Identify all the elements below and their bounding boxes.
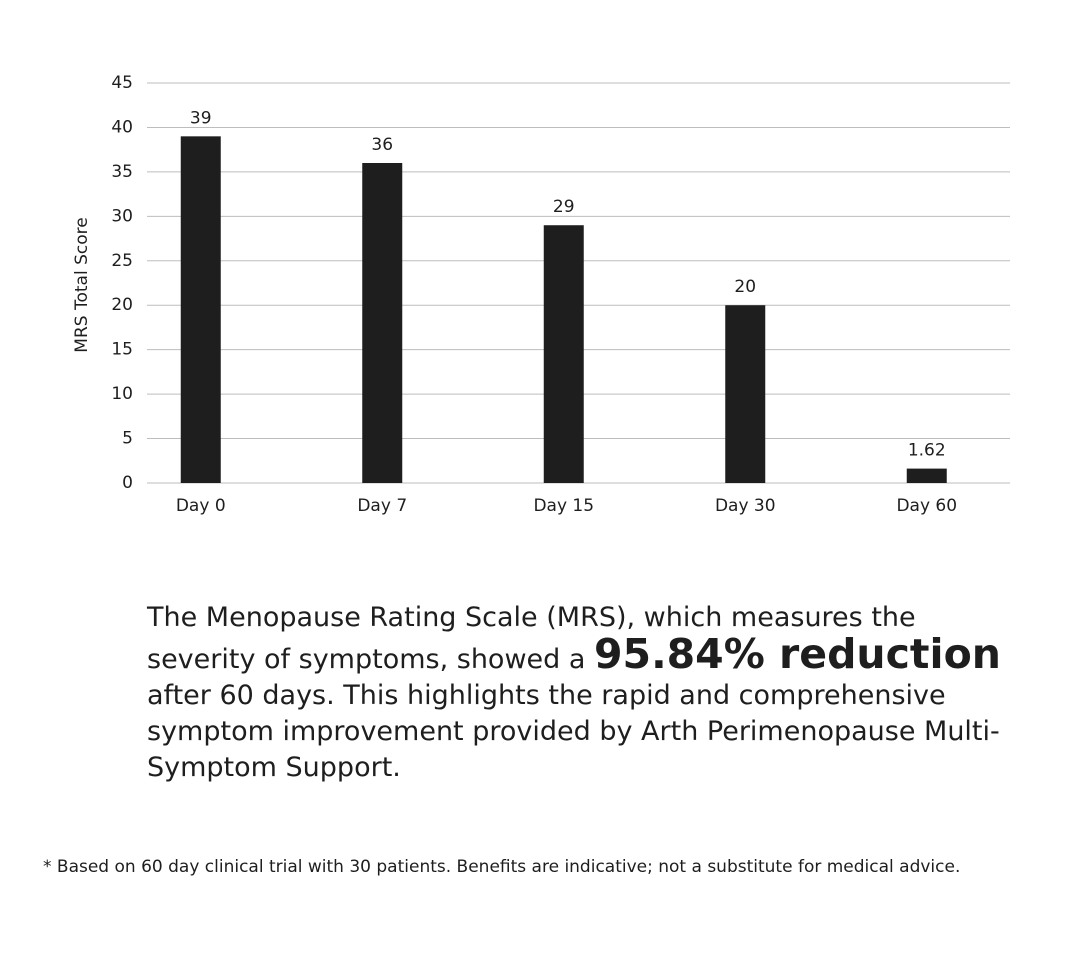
- y-tick-label: 10: [111, 384, 133, 404]
- y-tick-label: 20: [111, 295, 133, 315]
- bar: [180, 136, 221, 484]
- x-tick-label: Day 7: [357, 496, 407, 516]
- y-tick-label: 45: [111, 73, 133, 93]
- footnote: * Based on 60 day clinical trial with 30…: [43, 857, 961, 877]
- data-label: 20: [734, 277, 756, 297]
- y-tick-label: 25: [111, 251, 133, 271]
- bar: [906, 468, 947, 483]
- summary-text: after 60 days. This highlights the rapid…: [147, 680, 1000, 783]
- summary: The Menopause Rating Scale (MRS), which …: [147, 600, 1032, 786]
- bar: [543, 225, 584, 483]
- data-label: 1.62: [908, 441, 946, 461]
- x-tick-label: Day 30: [715, 496, 776, 516]
- x-tick-label: Day 15: [533, 496, 594, 516]
- y-axis-label: MRS Total Score: [72, 217, 92, 352]
- y-tick-label: 40: [111, 117, 133, 137]
- data-label: 36: [371, 135, 393, 155]
- chart: MRS Total Score 0 5 10 15 20 25 30 35 40 45 Day 0 3…: [72, 73, 1010, 516]
- summary-highlight: 95.84% reduction: [594, 630, 1001, 678]
- x-tick-label: Day 0: [176, 496, 226, 516]
- x-tick-label: Day 60: [896, 496, 957, 516]
- y-tick-label: 0: [122, 473, 133, 493]
- bar: [725, 305, 766, 483]
- data-label: 29: [553, 197, 575, 217]
- y-tick-label: 30: [111, 206, 133, 226]
- y-tick-label: 35: [111, 162, 133, 182]
- bar: [362, 163, 403, 483]
- y-tick-label: 5: [122, 429, 133, 449]
- y-tick-label: 15: [111, 340, 133, 360]
- summary-text: The Menopause Rating Scale (MRS), which …: [147, 602, 916, 675]
- data-label: 39: [190, 108, 212, 128]
